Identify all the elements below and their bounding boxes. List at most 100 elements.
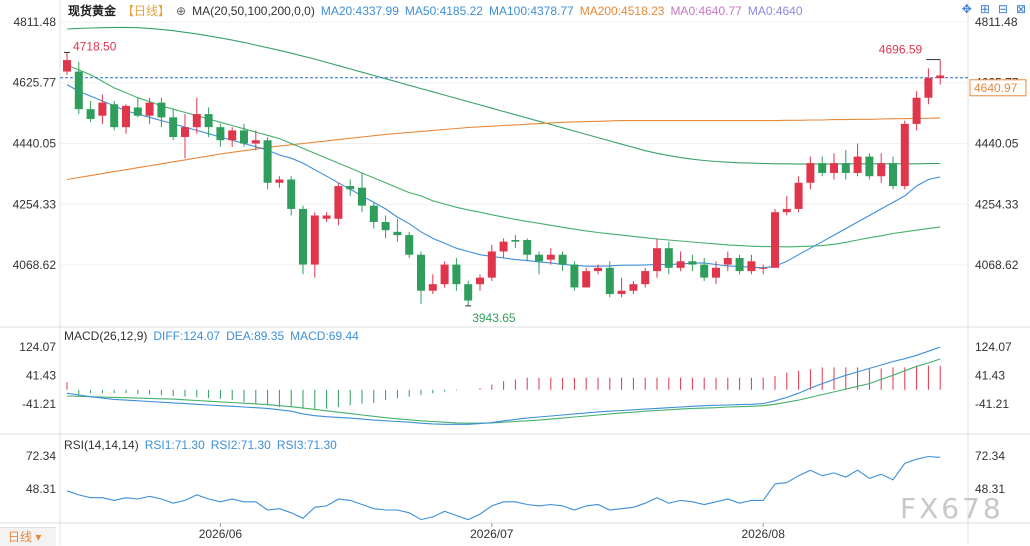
rsi-tick-label-right: 72.34	[975, 449, 1005, 463]
ma200-line	[66, 117, 941, 181]
candle-body	[381, 222, 390, 231]
candle-body	[192, 114, 201, 128]
candle-body	[86, 109, 95, 119]
ma20-value: MA20:4337.99	[320, 4, 399, 18]
candle-body	[157, 102, 166, 118]
candle-body	[110, 104, 119, 128]
low-annotation-label: 3943.65	[472, 311, 516, 325]
candle-body	[145, 102, 154, 116]
candle-body	[735, 258, 744, 272]
candle-body	[546, 254, 555, 260]
ma200-value: MA200:4518.23	[579, 4, 665, 18]
price-tick-label-right: 4254.33	[975, 197, 1019, 211]
instrument-title: 现货黄金	[68, 4, 117, 18]
candle-body	[794, 182, 803, 209]
macd-tick-label-left: 124.07	[19, 340, 56, 354]
price-tick-label-left: 4254.33	[13, 197, 57, 211]
candle-body	[747, 261, 756, 272]
price-tick-label-left: 4440.05	[13, 137, 57, 151]
macd-tick-label-right: 41.43	[975, 369, 1005, 383]
rsi3-value: RSI3:71.30	[276, 438, 337, 452]
last-price-box	[969, 79, 1027, 97]
candle-body	[570, 264, 579, 288]
candle-body	[428, 284, 437, 291]
candle-body	[558, 254, 567, 265]
candle-body	[759, 267, 768, 269]
candle-body	[924, 78, 933, 98]
candle-body	[676, 261, 685, 268]
candle-body	[877, 163, 886, 177]
candle-body	[771, 212, 779, 268]
price-tick-label-left: 4625.77	[13, 76, 57, 90]
dropdown-icon: ▾	[32, 530, 42, 544]
timeframe-label[interactable]: 【日线】	[122, 4, 171, 18]
rsi-header: RSI(14,14,14) RSI1:71.30 RSI2:71.30 RSI3:71…	[0, 438, 1030, 458]
candle-body	[605, 267, 614, 294]
candle-body	[334, 186, 343, 219]
period-button[interactable]: 日线 ▾	[0, 527, 56, 546]
candle-body	[346, 186, 355, 190]
price-tick-label-right: 4068.62	[975, 258, 1019, 272]
price-tick-label-left: 4068.62	[13, 258, 57, 272]
candle-body	[74, 71, 83, 110]
macd-tick-label-right: 124.07	[975, 340, 1012, 354]
candle-body	[641, 271, 650, 285]
candle-body	[688, 261, 697, 265]
candle-body	[169, 117, 178, 137]
candle-body	[452, 264, 461, 285]
candle-body	[936, 75, 945, 79]
price-tick-label-right: 4440.05	[975, 137, 1019, 151]
candle-body	[251, 140, 260, 144]
candle-body	[782, 208, 791, 213]
last-price-label: 4640.97	[974, 81, 1018, 95]
candle-body	[216, 127, 225, 141]
candle-body	[511, 240, 520, 242]
candle-body	[63, 60, 71, 72]
period-button-label: 日线	[8, 530, 33, 544]
ma50-value: MA50:4185.22	[404, 4, 483, 18]
maximize-icon[interactable]: ⊞	[979, 2, 990, 16]
candle-body	[98, 102, 107, 116]
candle-body	[617, 290, 626, 294]
macd-tick-label-right: -41.21	[975, 397, 1009, 411]
x-tick-label: 2026/07	[470, 527, 514, 541]
candle-body	[712, 267, 720, 278]
candle-body	[523, 240, 532, 255]
candle-body	[393, 231, 402, 236]
candle-body	[122, 105, 130, 128]
rsi-tick-label-left: 48.31	[26, 482, 56, 496]
price-tick-label-left: 4811.48	[14, 15, 57, 29]
candle-body	[263, 140, 272, 183]
candle-body	[464, 284, 473, 301]
candle-body	[806, 163, 815, 183]
candle-body	[228, 130, 237, 141]
rsi-tick-label-left: 72.34	[26, 449, 56, 463]
candle-body	[240, 130, 248, 144]
candle-body	[476, 277, 484, 285]
move-icon[interactable]: ✥	[961, 2, 972, 16]
candle-body	[830, 163, 838, 173]
macd-diff-line	[66, 346, 941, 425]
candle-body	[912, 97, 921, 124]
high-annotation-label: 4718.50	[73, 39, 117, 53]
ma50-line	[66, 64, 941, 248]
x-tick-label: 2026/08	[742, 527, 786, 541]
minimize-icon[interactable]: ⊟	[997, 2, 1008, 16]
candle-body	[629, 284, 638, 291]
candle-body	[653, 248, 661, 272]
macd-dea-line	[66, 358, 941, 424]
close-icon[interactable]: ⊠	[1015, 2, 1026, 16]
candle-body	[841, 163, 850, 173]
price-tick-label-right: 4811.48	[975, 15, 1018, 29]
candle-body	[700, 264, 709, 278]
candle-body	[322, 215, 331, 219]
candle-body	[889, 163, 897, 187]
candle-body	[499, 241, 508, 252]
candle-body	[664, 248, 673, 268]
rsi-line	[66, 455, 941, 521]
x-tick-label: 2026/06	[199, 527, 243, 541]
settings-icon[interactable]: ⊕	[176, 4, 187, 18]
macd-tick-label-left: 41.43	[26, 369, 56, 383]
